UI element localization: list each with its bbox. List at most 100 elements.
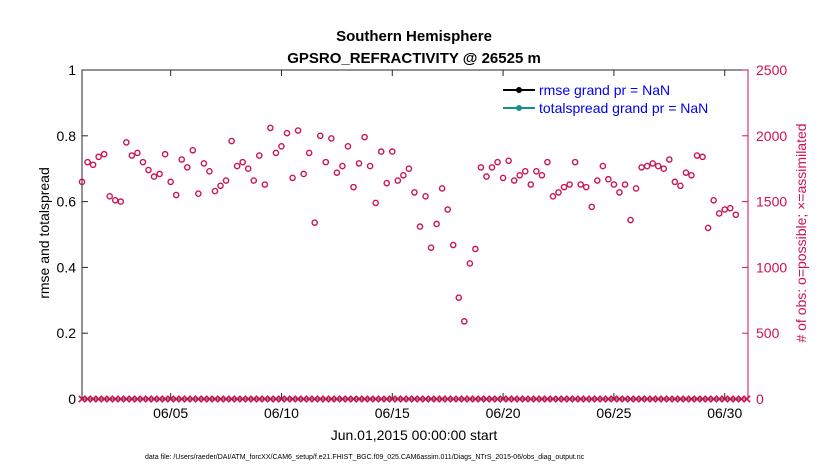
assimilated-obs-point [599,395,607,403]
x-tick-label: 06/05 [153,405,188,421]
possible-obs-point [100,150,108,158]
assimilated-obs-point [499,395,507,403]
possible-obs-point [250,177,258,184]
assimilated-obs-point [571,395,579,403]
possible-obs-point [388,148,396,155]
assimilated-obs-point [521,395,530,403]
assimilated-obs-point [715,395,723,403]
possible-obs-point [178,156,186,163]
possible-obs-point [383,179,391,187]
assimilated-obs-point [233,395,241,403]
possible-obs-point [316,132,324,140]
possible-obs-point [333,169,341,176]
assimilated-obs-point [554,395,563,403]
assimilated-obs-point [283,395,291,403]
assimilated-obs-point [189,395,197,403]
possible-obs-point [200,160,208,167]
assimilated-obs-point [477,395,485,403]
possible-obs-point [715,210,723,217]
assimilated-obs-point [94,395,103,403]
possible-obs-point [671,178,679,186]
assimilated-obs-point [416,395,424,403]
possible-obs-point [150,173,158,180]
possible-series [78,124,740,325]
possible-obs-point [89,161,97,169]
assimilated-obs-point [576,395,585,403]
assimilated-obs-point [709,395,718,403]
assimilated-obs-point [510,395,518,403]
assimilated-obs-point [111,395,120,403]
assimilated-obs-point [194,395,203,403]
assimilated-obs-point [288,395,297,403]
possible-obs-point [682,169,690,176]
assimilated-obs-point [488,395,496,403]
assimilated-obs-point [294,395,302,403]
possible-obs-point [505,157,512,165]
y-right-tick-label: 1500 [756,194,787,210]
assimilated-obs-point [471,395,480,403]
possible-obs-point [95,153,102,161]
possible-obs-point [339,162,346,170]
possible-obs-point [538,171,546,179]
possible-obs-point [549,193,557,200]
possible-obs-point [145,166,152,174]
possible-obs-point [128,152,136,159]
assimilated-obs-point [449,395,457,403]
assimilated-obs-point [604,395,613,403]
assimilated-obs-point [227,395,236,403]
possible-obs-point [78,178,86,186]
legend: rmse grand pr = NaN totalspread grand pr… [498,76,744,120]
assimilated-obs-point [687,395,696,403]
assimilated-obs-point [455,395,463,403]
possible-obs-point [289,174,296,182]
x-tick-label: 06/25 [596,405,631,421]
possible-obs-point [438,185,446,192]
assimilated-obs-point [637,395,646,403]
y-right-tick-label: 500 [756,325,780,341]
possible-obs-point [433,220,440,228]
assimilated-obs-point [388,395,397,403]
possible-obs-point [294,127,302,134]
possible-obs-point [593,177,601,184]
assimilated-obs-point [660,395,668,403]
assimilated-obs-point [726,395,735,403]
assimilated-obs-point [166,395,175,403]
possible-obs-point [267,124,274,132]
chart-title-line1: Southern Hemisphere [336,28,492,45]
assimilated-obs-point [382,395,391,403]
assimilated-obs-point [720,395,729,403]
possible-obs-point [411,189,418,196]
assimilated-obs-point [272,395,280,403]
possible-obs-point [649,160,656,167]
possible-obs-point [632,185,640,192]
assimilated-obs-point [532,395,541,403]
assimilated-obs-point [144,395,153,403]
possible-obs-point [666,156,673,163]
possible-obs-point [416,223,424,230]
assimilated-obs-point [504,395,513,403]
assimilated-obs-point [587,395,596,403]
assimilated-obs-point [560,395,568,403]
assimilated-obs-point [549,395,557,403]
chart-title-line2: GPSRO_REFRACTIVITY @ 26525 m [287,50,541,67]
assimilated-obs-point [322,395,330,403]
possible-obs-point [300,170,307,178]
assimilated-obs-point [333,395,341,403]
possible-obs-point [582,183,590,191]
possible-obs-point [610,181,618,188]
assimilated-obs-point [704,395,712,403]
possible-obs-point [84,158,91,166]
assimilated-obs-point [565,395,574,403]
possible-obs-point [616,189,623,196]
assimilated-obs-point [737,395,746,403]
legend-rmse-label: rmse grand pr = NaN [539,82,670,98]
plot-area [81,69,749,400]
possible-obs-point [732,211,740,219]
assimilated-obs-point [610,395,618,403]
assimilated-obs-point [78,395,86,403]
assimilated-obs-point [493,395,502,403]
possible-obs-point [510,177,518,184]
y-left-tick-label: 0.8 [57,128,77,144]
assimilated-obs-point [421,395,430,403]
x-tick-label: 06/20 [486,405,521,421]
